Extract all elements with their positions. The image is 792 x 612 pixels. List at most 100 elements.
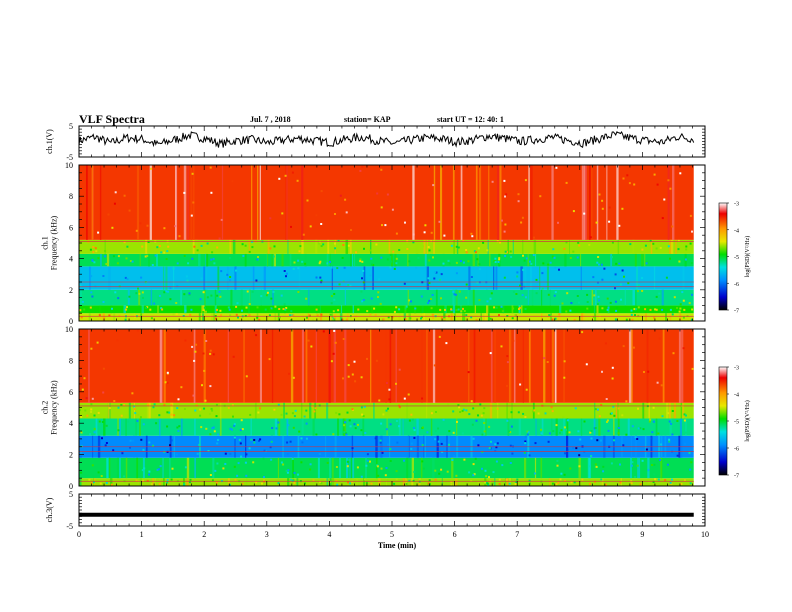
ch1-spectrogram-speckle bbox=[199, 298, 202, 301]
ch2-spectrogram-speckle bbox=[86, 414, 89, 417]
ch2-spectrogram-speckle bbox=[528, 479, 531, 482]
ch2-spectrogram-speckle bbox=[363, 478, 366, 481]
ch2-spectrogram-streak bbox=[455, 478, 458, 486]
ch1-spectrogram-speckle bbox=[596, 261, 599, 264]
ch1-spectrogram-speckle bbox=[214, 317, 217, 320]
ch1-spectrogram-streak bbox=[307, 313, 309, 321]
ch2-spectrogram-speckle bbox=[353, 360, 356, 363]
ch1-spectrogram-speckle bbox=[158, 245, 161, 247]
ch1-spectrogram-speckle bbox=[619, 283, 622, 286]
ch2-spectrogram-speckle bbox=[494, 449, 497, 452]
ch2-spectrogram-speckle bbox=[204, 399, 207, 402]
ch2-spectrogram-speckle bbox=[105, 424, 108, 427]
ch1-spectrogram-speckle bbox=[345, 211, 348, 214]
ch1-spectrogram-speckle bbox=[665, 276, 668, 279]
ch2-spectrogram-speckle bbox=[683, 479, 686, 482]
ch2-spectrogram-speckle bbox=[348, 419, 351, 422]
ch1-spectrogram-speckle bbox=[440, 273, 443, 276]
ch1-spectrogram-band-6 bbox=[79, 165, 694, 240]
ch1-spectrogram-speckle bbox=[145, 306, 148, 309]
ch2-spectrogram-speckle bbox=[448, 443, 450, 446]
ch1-spectrogram-speckle bbox=[671, 225, 674, 228]
ch1-spectrogram-speckle bbox=[117, 297, 120, 300]
ch1-spectrogram-colorbar-tick-label: -3 bbox=[734, 202, 739, 208]
ch1-spectrogram-speckle bbox=[369, 249, 372, 252]
ch2-spectrogram-speckle bbox=[461, 409, 464, 412]
ch1-spectrogram-speckle bbox=[135, 229, 138, 232]
ch2-spectrogram-speckle bbox=[522, 412, 525, 415]
ch2-spectrogram-speckle bbox=[540, 432, 543, 435]
ch1-spectrogram-streak bbox=[530, 266, 532, 290]
ch1-spectrogram-streak bbox=[667, 165, 670, 240]
ch2-spectrogram-speckle bbox=[612, 405, 615, 408]
ch2-spectrogram-streak bbox=[598, 418, 601, 436]
ch1-spectrogram-speckle bbox=[369, 274, 372, 277]
ch1-spectrogram-streak bbox=[259, 165, 261, 240]
ch2-spectrogram-speckle bbox=[611, 366, 614, 369]
ch2-spectrogram-speckle bbox=[524, 416, 527, 418]
ch2-spectrogram-streak bbox=[402, 478, 405, 486]
ch2-spectrogram-speckle bbox=[152, 406, 155, 409]
ch2-spectrogram-streak bbox=[227, 329, 229, 403]
ch2-spectrogram-speckle bbox=[198, 443, 201, 446]
ch2-spectrogram-speckle bbox=[131, 392, 134, 395]
ch1-spectrogram-speckle bbox=[615, 309, 618, 312]
ch2-spectrogram-streak bbox=[95, 418, 98, 436]
ch1-spectrogram-streak bbox=[593, 305, 596, 314]
ch1-spectrogram-streak bbox=[221, 165, 224, 240]
ch2-spectrogram-speckle bbox=[85, 397, 88, 400]
ch2-spectrogram-speckle bbox=[637, 407, 639, 410]
ch2-spectrogram-speckle bbox=[184, 339, 187, 342]
ch2-spectrogram-streak bbox=[421, 329, 423, 403]
ch2-spectrogram-speckle bbox=[566, 419, 569, 422]
ch2-spectrogram-speckle bbox=[93, 431, 96, 434]
ch1-spectrogram-speckle bbox=[558, 313, 561, 316]
ch2-spectrogram-speckle bbox=[457, 404, 460, 407]
ch2-spectrogram-speckle bbox=[349, 425, 352, 428]
ch1-spectrogram-speckle bbox=[398, 249, 401, 251]
ch2-spectrogram-streak bbox=[511, 402, 513, 419]
ch2-spectrogram-speckle bbox=[271, 435, 273, 438]
ch2-spectrogram-streak bbox=[528, 329, 531, 403]
ch2-spectrogram-speckle bbox=[357, 423, 359, 426]
ch2-spectrogram-colorbar-tick-label: -7 bbox=[734, 474, 739, 480]
ch1-spectrogram-speckle bbox=[444, 308, 446, 311]
ch1-spectrogram-speckle bbox=[272, 290, 275, 293]
ch2-spectrogram-speckle bbox=[233, 424, 236, 427]
ch2-spectrogram-speckle bbox=[370, 482, 373, 485]
ch1-spectrogram-streak bbox=[596, 305, 599, 314]
ch2-spectrogram-speckle bbox=[389, 423, 392, 426]
ch2-spectrogram-speckle bbox=[259, 407, 261, 410]
ch2-spectrogram-speckle bbox=[360, 475, 363, 478]
ch1-spectrogram-speckle bbox=[608, 220, 611, 223]
ch2-spectrogram-speckle bbox=[136, 329, 139, 332]
ch1-spectrogram-speckle bbox=[519, 284, 522, 287]
ch1-spectrogram-streak bbox=[421, 305, 424, 314]
ch1-spectrogram-streak bbox=[370, 239, 372, 254]
ch2-spectrogram-speckle bbox=[345, 433, 348, 436]
ch1-spectrogram-speckle bbox=[92, 246, 95, 248]
ch2-spectrogram-speckle bbox=[255, 481, 258, 484]
ch1-spectrogram-speckle bbox=[423, 231, 426, 234]
ch1-spectrogram-speckle bbox=[116, 262, 119, 265]
ch1-spectrogram-streak bbox=[271, 253, 273, 267]
ch2-spectrogram-speckle bbox=[93, 427, 96, 430]
ch1-spectrogram-streak bbox=[180, 289, 182, 306]
ch1-spectrogram-speckle bbox=[366, 310, 369, 313]
ch2-spectrogram-streak bbox=[426, 329, 428, 403]
ch1-spectrogram-speckle bbox=[678, 260, 681, 263]
ch1-spectrogram-band-1 bbox=[79, 305, 694, 314]
ch1-spectrogram-speckle bbox=[415, 266, 418, 269]
ch1-spectrogram-speckle bbox=[264, 308, 267, 311]
ch2-spectrogram-streak bbox=[344, 418, 347, 436]
ch2-spectrogram-speckle bbox=[81, 388, 84, 391]
ch1-spectrogram-speckle bbox=[478, 299, 481, 302]
ch2-spectrogram-speckle bbox=[472, 463, 475, 466]
ch1-spectrogram-speckle bbox=[306, 316, 308, 319]
ch1-spectrogram-streak bbox=[91, 165, 94, 240]
ch2-spectrogram-speckle bbox=[280, 413, 283, 416]
ch2-spectrogram-streak bbox=[506, 478, 509, 486]
ch1-spectrogram-streak bbox=[251, 165, 253, 240]
ch2-spectrogram-speckle bbox=[434, 469, 437, 472]
ch2-spectrogram-speckle bbox=[594, 480, 596, 483]
